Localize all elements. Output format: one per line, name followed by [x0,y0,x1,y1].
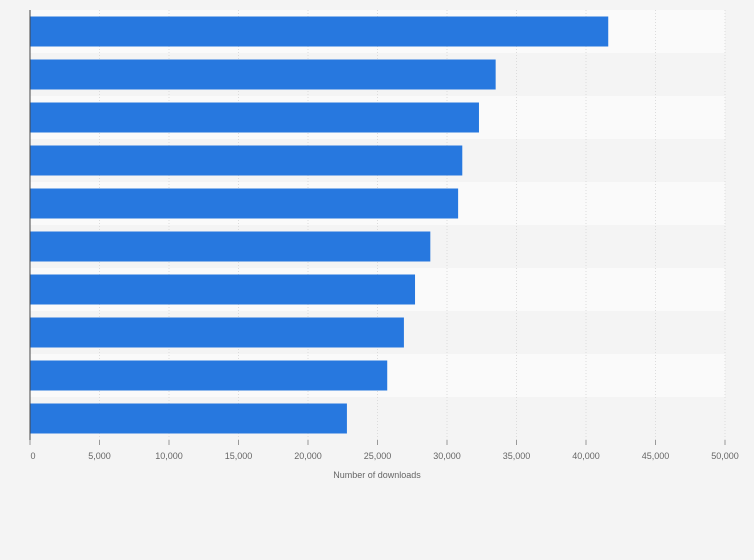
bar [30,274,416,305]
bar [30,16,609,47]
bar [30,145,463,176]
x-tick-label: 20,000 [294,451,322,461]
x-axis-label: Number of downloads [333,470,421,480]
bar [30,317,404,348]
x-tick-label: 15,000 [225,451,253,461]
bar-series [30,16,609,434]
x-tick-label: 45,000 [642,451,670,461]
x-tick-label: 40,000 [572,451,600,461]
bar [30,188,459,219]
x-tick-label: 10,000 [155,451,183,461]
x-tick-label: 25,000 [364,451,392,461]
bar [30,59,496,90]
x-tick-label: 50,000 [711,451,739,461]
x-tick-label: 5,000 [88,451,111,461]
bar [30,102,479,133]
x-tick-label: 35,000 [503,451,531,461]
x-axis: 0 5,000 10,000 15,000 20,000 25,000 30,000 35,0… [29,10,739,461]
x-tick-label: 30,000 [433,451,461,461]
x-tick-label: 0 [30,451,35,461]
bar [30,231,431,262]
bar [30,360,388,391]
bar [30,403,347,434]
